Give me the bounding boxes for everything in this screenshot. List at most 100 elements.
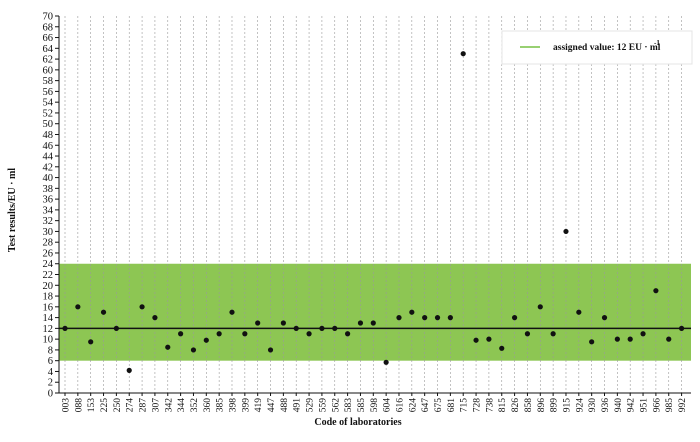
data-point-491 [293, 325, 299, 331]
x-tick-label-088: 088 [74, 398, 84, 413]
data-point-342 [165, 344, 171, 350]
x-tick-label-250: 250 [113, 398, 123, 413]
y-tick-label-58: 58 [43, 76, 54, 87]
x-tick-label-342: 342 [164, 398, 174, 413]
data-points [62, 51, 685, 373]
x-tick-labels: 003 088 153 225 250 274 287 307 342 344 352 360 385 3… [62, 393, 688, 413]
x-tick-label-559: 559 [318, 398, 328, 413]
gridlines [64, 16, 682, 393]
y-tick-label-54: 54 [43, 98, 54, 109]
x-tick-label-924: 924 [575, 398, 585, 413]
data-point-250 [113, 325, 119, 331]
y-tick-label-60: 60 [43, 65, 54, 76]
data-point-675 [434, 315, 441, 321]
y-tick-label-56: 56 [43, 87, 54, 98]
data-point-447 [267, 347, 274, 353]
x-tick-label-447: 447 [267, 398, 277, 413]
data-point-936 [601, 315, 608, 321]
x-tick-label-915: 915 [562, 398, 572, 413]
x-tick-label-398: 398 [228, 398, 238, 413]
y-tick-label-46: 46 [43, 141, 54, 152]
data-point-624 [409, 309, 415, 315]
data-point-896 [537, 304, 543, 310]
x-tick-label-529: 529 [306, 398, 316, 413]
data-point-647 [422, 315, 428, 321]
data-point-992 [678, 325, 685, 331]
data-point-385 [216, 331, 222, 337]
y-tick-label-48: 48 [43, 130, 54, 141]
data-point-344 [178, 331, 184, 337]
y-tick-label-0: 0 [48, 389, 53, 400]
data-point-419 [255, 320, 261, 326]
data-point-399 [242, 331, 248, 337]
data-point-003 [62, 325, 68, 331]
y-tick-label-68: 68 [43, 22, 54, 33]
y-tick-label-2: 2 [48, 378, 53, 389]
y-tick-label-70: 70 [43, 12, 54, 23]
data-point-942 [627, 336, 633, 342]
y-tick-label-18: 18 [43, 292, 54, 303]
x-tick-label-344: 344 [177, 398, 187, 413]
axes [58, 16, 691, 394]
y-tick-label-40: 40 [43, 173, 54, 184]
y-tick-label-50: 50 [43, 119, 54, 130]
data-point-940 [614, 336, 620, 342]
x-tick-label-225: 225 [100, 398, 110, 413]
x-tick-label-936: 936 [601, 398, 611, 413]
x-tick-label-352: 352 [190, 398, 200, 413]
x-tick-label-896: 896 [537, 398, 547, 413]
x-tick-label-942: 942 [627, 398, 637, 413]
x-axis-title: Code of laboratories [314, 417, 401, 428]
y-tick-label-20: 20 [43, 281, 54, 292]
data-point-826 [511, 315, 518, 321]
x-tick-label-488: 488 [280, 398, 290, 413]
x-tick-label-940: 940 [614, 398, 624, 413]
y-tick-label-22: 22 [43, 270, 54, 281]
data-point-088 [75, 304, 81, 310]
x-tick-label-826: 826 [511, 398, 521, 413]
x-tick-label-681: 681 [447, 398, 457, 413]
x-tick-label-491: 491 [293, 398, 303, 413]
y-tick-label-6: 6 [48, 356, 53, 367]
y-tick-label-8: 8 [48, 345, 53, 356]
y-axis-title-group: Test results/EU · ml [7, 168, 18, 252]
data-point-924 [576, 309, 582, 315]
x-tick-label-715: 715 [460, 398, 470, 413]
data-point-225 [100, 309, 107, 315]
y-tick-label-16: 16 [43, 302, 54, 313]
x-tick-label-153: 153 [87, 398, 97, 413]
y-tick-label-52: 52 [43, 108, 54, 119]
x-tick-label-274: 274 [126, 398, 136, 413]
legend-label: assigned value: 12 EU · ml [553, 43, 661, 53]
data-point-583 [345, 331, 351, 337]
data-point-585 [357, 320, 364, 326]
y-tick-label-12: 12 [43, 324, 54, 335]
x-tick-label-003: 003 [62, 398, 72, 413]
x-tick-label-585: 585 [357, 398, 367, 413]
data-point-899 [550, 331, 556, 337]
data-point-616 [396, 315, 402, 321]
x-tick-label-287: 287 [139, 398, 149, 413]
y-axis-title: Test results/EU · ml [7, 168, 18, 252]
data-point-352 [190, 347, 197, 353]
x-tick-label-598: 598 [370, 398, 380, 413]
y-tick-label-26: 26 [43, 248, 54, 259]
data-point-815 [499, 345, 505, 351]
x-tick-label-675: 675 [434, 398, 444, 413]
y-tick-label-4: 4 [48, 367, 54, 378]
y-tick-label-30: 30 [43, 227, 54, 238]
data-point-559 [319, 325, 325, 331]
x-tick-label-385: 385 [216, 398, 226, 413]
data-point-307 [152, 315, 158, 321]
x-tick-label-951: 951 [640, 398, 650, 413]
x-tick-label-419: 419 [254, 398, 264, 413]
x-tick-label-738: 738 [485, 398, 495, 413]
x-tick-label-992: 992 [678, 398, 688, 413]
x-tick-label-858: 858 [524, 398, 534, 413]
data-point-951 [640, 331, 646, 337]
y-tick-labels: 0246810121416182022242628303234363840424… [43, 12, 59, 400]
x-tick-label-307: 307 [151, 398, 161, 413]
x-tick-label-985: 985 [665, 398, 675, 413]
x-tick-label-966: 966 [652, 398, 662, 413]
